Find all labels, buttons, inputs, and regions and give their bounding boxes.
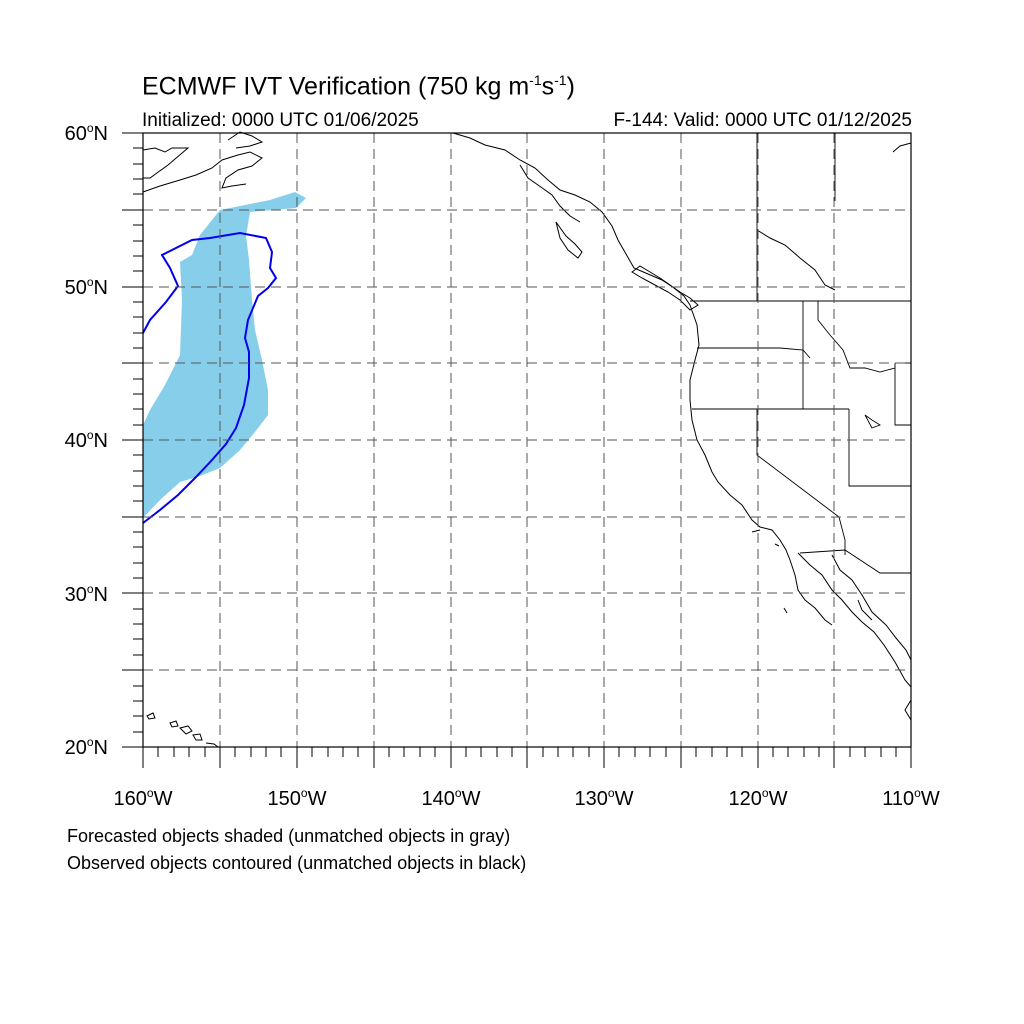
note-observed: Observed objects contoured (unmatched ob… [67,853,527,873]
note-forecast: Forecasted objects shaded (unmatched obj… [67,826,511,846]
map-title: ECMWF IVT Verification (750 kg m-1s-1) [142,72,575,101]
lat-label-60n: 60oN [64,121,108,145]
coastlines [142,131,912,748]
title-main: ECMWF IVT Verification [142,72,412,101]
lon-label-130w: 130oW [574,786,634,810]
title-exp1: -1 [529,72,542,88]
title-unit2: s [541,72,555,101]
axis-ticks [122,132,912,768]
lon-label-150w: 150oW [267,786,327,810]
valid-label: F-144: Valid: 0000 UTC 01/12/2025 [613,110,912,131]
lat-label-30n: 30oN [64,582,108,606]
init-label: Initialized: 0000 UTC 01/06/2025 [142,110,419,131]
lat-label-50n: 50oN [64,275,108,299]
lat-label-40n: 40oN [64,428,108,452]
graticule-grid [143,133,911,747]
political-borders [690,133,911,574]
lat-label-20n: 20oN [64,735,108,759]
map-plot-area [122,131,912,768]
lon-label-120w: 120oW [728,786,788,810]
lon-label-140w: 140oW [421,786,481,810]
lon-label-110w: 110oW [882,786,940,810]
forecast-object-shaded [143,192,306,518]
observed-object-contour [142,231,278,524]
title-exp2: -1 [554,72,567,88]
lon-label-160w: 160oW [113,786,173,810]
title-threshold: 750 kg m [426,72,530,101]
